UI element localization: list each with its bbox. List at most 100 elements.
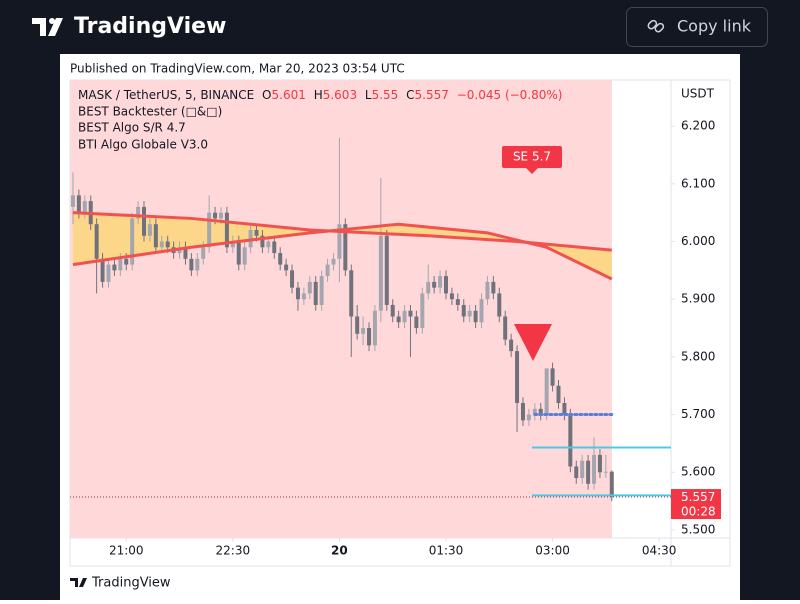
x-tick-label: 22:30	[216, 544, 251, 558]
candle-body	[76, 195, 81, 213]
candle-body	[515, 351, 520, 404]
candle-body	[207, 212, 212, 248]
y-tick-label: 6.100	[681, 176, 715, 190]
candle-body	[189, 258, 194, 271]
candle-body	[592, 454, 597, 484]
link-icon	[647, 19, 665, 33]
candle-body	[130, 218, 135, 265]
candle-body	[443, 276, 448, 294]
candle-body	[526, 414, 531, 421]
candle-body	[520, 403, 525, 421]
footer-brand: TradingView	[91, 576, 171, 591]
candle-body	[361, 328, 366, 334]
signal-label: SE 5.7	[513, 150, 551, 164]
candle-body	[82, 201, 87, 213]
logo	[32, 18, 63, 36]
x-tick-label: 04:30	[642, 544, 677, 558]
candle-body	[372, 310, 377, 346]
candle-body	[254, 229, 259, 236]
currency: USDT	[681, 87, 715, 101]
candle-body	[301, 293, 306, 300]
published: Published on TradingView.com, Mar 20, 20…	[70, 62, 405, 76]
signal-box	[502, 146, 562, 168]
candle-body	[284, 264, 289, 271]
brand: TradingView	[74, 14, 226, 39]
candle-body	[438, 276, 443, 288]
candle-body	[224, 212, 229, 248]
candle-body	[467, 310, 472, 317]
indicator: BEST Algo S/R 4.7	[78, 121, 186, 135]
candle-body	[325, 264, 330, 277]
signal-triangle	[514, 324, 552, 361]
copy-link-label: Copy link	[677, 17, 752, 36]
candle-body	[106, 264, 111, 282]
candle-body	[331, 258, 336, 265]
candle-body	[538, 408, 543, 415]
ohlc-value: 5.603	[323, 88, 357, 102]
band-line	[72, 222, 613, 281]
ohlc-label: L	[365, 88, 372, 102]
candle-body	[586, 460, 591, 484]
symbol: MASK / TetherUS, 5, BINANCE	[78, 88, 254, 102]
candle-body	[147, 224, 152, 236]
candle-body	[390, 304, 395, 317]
candle-body	[556, 385, 561, 404]
candle-body	[343, 224, 348, 271]
ohlc-value: 5.601	[272, 88, 306, 102]
candle-body	[408, 310, 413, 317]
candle-body	[367, 328, 372, 346]
candle-body	[230, 241, 235, 248]
candle-body	[272, 241, 277, 254]
candle-body	[142, 206, 147, 236]
candle-body	[609, 471, 614, 498]
candle-body	[100, 258, 105, 282]
candle-body	[509, 339, 514, 352]
candle-body	[473, 310, 478, 323]
candle-body	[213, 212, 218, 219]
candle-body	[236, 241, 241, 265]
candle-body	[319, 276, 324, 305]
candle-body	[491, 281, 496, 294]
candle-body	[183, 247, 188, 259]
candle-body	[266, 241, 271, 248]
candle-body	[503, 316, 508, 340]
x-tick-label: 20	[331, 544, 348, 558]
y-tick-label: 5.800	[681, 349, 715, 363]
candle-body	[159, 241, 164, 248]
candle-body	[195, 258, 200, 271]
candle-body	[242, 247, 247, 265]
candle-body	[337, 224, 342, 259]
candle-body	[568, 414, 573, 467]
candle-body	[349, 270, 354, 317]
candle-body	[544, 368, 549, 415]
x-tick-label: 21:00	[109, 544, 144, 558]
change: −0.045 (−0.80%)	[457, 88, 563, 102]
candle-body	[532, 408, 537, 415]
candle-body	[384, 235, 389, 305]
candle-body	[562, 403, 567, 415]
ohlc-label: C	[406, 88, 414, 102]
candle-body	[485, 281, 490, 300]
candle-body	[574, 466, 579, 479]
candle-body	[355, 316, 360, 334]
candle-body	[278, 253, 283, 265]
candle-body	[70, 195, 75, 207]
candle-body	[378, 235, 383, 311]
y-tick-label: 6.200	[681, 119, 715, 133]
indicator: BTI Algo Globale V3.0	[78, 138, 208, 152]
candle-body	[479, 299, 484, 323]
candle-body	[260, 235, 265, 248]
candle-body	[218, 212, 223, 219]
candle-body	[420, 293, 425, 329]
candle-body	[124, 258, 129, 265]
candle-body	[497, 293, 502, 317]
candle-body	[165, 241, 170, 248]
ohlc-label: O	[262, 88, 271, 102]
copy-link-button[interactable]	[626, 7, 768, 47]
candle-body	[550, 368, 555, 386]
candle-body	[396, 316, 401, 323]
x-tick-label: 03:00	[535, 544, 570, 558]
candle-body	[94, 224, 99, 259]
candle-body	[603, 471, 608, 473]
